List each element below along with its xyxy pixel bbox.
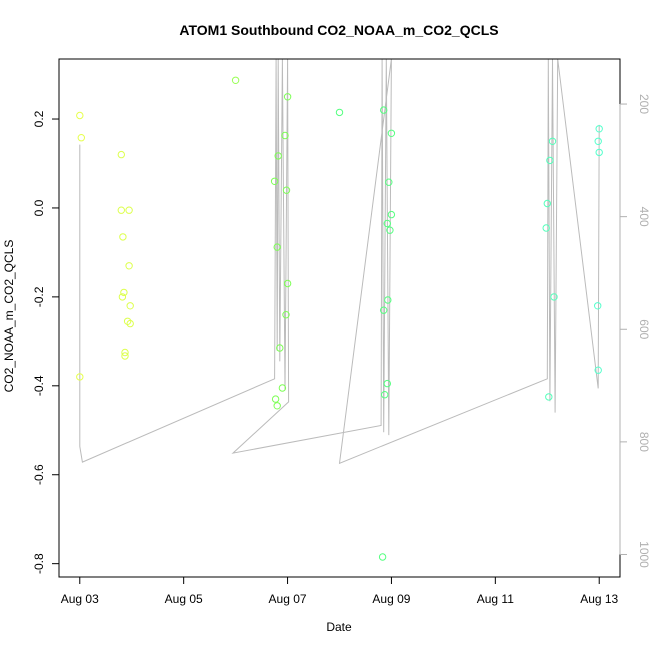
data-point xyxy=(384,296,392,304)
data-point xyxy=(126,319,134,328)
data-point xyxy=(281,131,289,140)
data-point xyxy=(380,306,388,314)
axes: Aug 03 Aug 05 Aug 07 Aug 09 Aug 11 Aug 13 0.2 0… xyxy=(32,94,650,606)
chart-title: ATOM1 Southbound CO2_NOAA_m_CO2_QCLS xyxy=(179,22,498,38)
data-point xyxy=(125,262,133,270)
data-point xyxy=(283,279,292,288)
data-point xyxy=(594,302,602,310)
data-point xyxy=(595,148,603,157)
data-point xyxy=(550,293,558,301)
plot-area xyxy=(76,58,603,561)
data-point xyxy=(121,352,129,360)
y-axis-label: CO2_NOAA_m_CO2_QCLS xyxy=(2,240,16,393)
data-point xyxy=(283,93,292,101)
data-point xyxy=(548,137,557,146)
data-point xyxy=(380,106,388,114)
data-point xyxy=(120,288,128,297)
data-point xyxy=(335,108,344,117)
data-point xyxy=(545,393,553,401)
data-point xyxy=(546,156,554,165)
x-tick-label: Aug 13 xyxy=(580,592,618,606)
y-tick-label: -0.6 xyxy=(32,464,46,485)
data-point xyxy=(387,129,396,138)
data-point xyxy=(270,177,279,186)
secondary-tick-label: 200 xyxy=(637,94,650,114)
y-tick-label: -0.2 xyxy=(32,286,46,307)
data-point xyxy=(387,210,396,219)
x-tick-label: Aug 05 xyxy=(165,592,203,606)
data-point xyxy=(123,317,132,325)
data-point xyxy=(119,233,127,241)
y-tick-label: 0.2 xyxy=(32,110,46,127)
data-point xyxy=(117,206,126,214)
data-point xyxy=(386,226,394,234)
x-tick-label: Aug 09 xyxy=(372,592,410,606)
data-point xyxy=(378,553,387,561)
data-point xyxy=(381,391,389,399)
secondary-tick-label: 600 xyxy=(637,319,650,339)
data-point xyxy=(282,311,290,319)
data-point xyxy=(77,134,86,142)
data-point xyxy=(118,293,127,301)
data-point xyxy=(76,373,84,381)
data-point xyxy=(383,379,391,388)
x-tick-label: Aug 11 xyxy=(477,592,514,606)
secondary-tick-label: 1000 xyxy=(637,541,650,568)
x-axis-label: Date xyxy=(326,620,352,634)
x-tick-label: Aug 07 xyxy=(269,592,307,606)
data-point xyxy=(542,224,550,232)
secondary-tick-label: 800 xyxy=(637,432,650,452)
data-point xyxy=(595,125,603,133)
data-point xyxy=(76,111,84,120)
data-point xyxy=(126,302,134,310)
data-point xyxy=(594,366,602,374)
altitude-track-line xyxy=(79,58,600,465)
data-point xyxy=(278,384,287,392)
x-tick-label: Aug 03 xyxy=(61,592,99,606)
y-tick-label: 0.0 xyxy=(32,199,46,216)
y-tick-label: -0.8 xyxy=(32,553,46,574)
data-point xyxy=(125,206,133,214)
data-point xyxy=(117,150,126,159)
data-point xyxy=(271,395,280,403)
data-point xyxy=(273,243,281,251)
data-point xyxy=(231,76,240,85)
data-point xyxy=(543,199,551,208)
data-point xyxy=(121,348,129,357)
data-point xyxy=(282,186,291,194)
data-point xyxy=(594,137,602,146)
secondary-tick-label: 400 xyxy=(637,207,650,227)
data-point xyxy=(274,152,282,160)
y-tick-label: -0.4 xyxy=(32,375,46,396)
data-point xyxy=(385,178,393,186)
data-point xyxy=(273,402,281,410)
data-point xyxy=(383,219,391,228)
data-point xyxy=(276,344,284,352)
